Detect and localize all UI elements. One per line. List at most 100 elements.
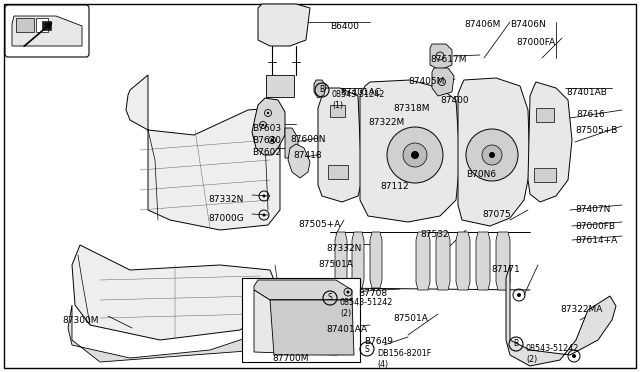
- Text: 87532: 87532: [420, 230, 449, 239]
- Text: B: B: [513, 340, 518, 349]
- Polygon shape: [288, 144, 310, 178]
- Circle shape: [403, 143, 427, 167]
- Polygon shape: [496, 232, 510, 290]
- Text: 87505+B: 87505+B: [575, 126, 618, 135]
- Text: B70N6: B70N6: [466, 170, 496, 179]
- Text: 87401AB: 87401AB: [566, 88, 607, 97]
- Text: 87000FB: 87000FB: [575, 222, 615, 231]
- Polygon shape: [258, 4, 310, 46]
- FancyBboxPatch shape: [5, 5, 89, 57]
- Text: 87322MA: 87322MA: [560, 305, 602, 314]
- Circle shape: [466, 129, 518, 181]
- Circle shape: [387, 127, 443, 183]
- Text: 87616: 87616: [576, 110, 605, 119]
- Text: B7708: B7708: [358, 289, 387, 298]
- Polygon shape: [266, 75, 294, 97]
- Text: 87405M: 87405M: [408, 77, 444, 86]
- Text: 87407N: 87407N: [575, 205, 611, 214]
- Circle shape: [267, 112, 269, 114]
- Polygon shape: [436, 232, 450, 290]
- Text: S: S: [365, 344, 369, 353]
- Polygon shape: [534, 168, 556, 182]
- Text: 87332N: 87332N: [326, 244, 362, 253]
- Text: 87000G: 87000G: [208, 214, 244, 223]
- Polygon shape: [416, 232, 430, 290]
- Text: S: S: [328, 294, 332, 302]
- Text: (2): (2): [526, 355, 537, 364]
- Polygon shape: [335, 232, 347, 288]
- Text: 87318M: 87318M: [393, 104, 429, 113]
- Circle shape: [271, 139, 273, 141]
- Polygon shape: [476, 232, 490, 290]
- Text: 87112: 87112: [380, 182, 408, 191]
- Polygon shape: [285, 128, 298, 158]
- Circle shape: [517, 293, 521, 297]
- Circle shape: [411, 151, 419, 159]
- Text: 08543-51242: 08543-51242: [340, 298, 394, 307]
- Circle shape: [489, 152, 495, 158]
- Text: 87406M: 87406M: [464, 20, 500, 29]
- Polygon shape: [12, 16, 82, 46]
- Polygon shape: [456, 232, 470, 290]
- Circle shape: [262, 124, 264, 126]
- Polygon shape: [328, 165, 348, 179]
- Text: B7602: B7602: [252, 148, 281, 157]
- Polygon shape: [318, 88, 362, 202]
- Text: DB156-8201F: DB156-8201F: [377, 349, 431, 358]
- Polygon shape: [528, 82, 572, 202]
- Polygon shape: [252, 98, 285, 155]
- Text: 87617M: 87617M: [430, 55, 467, 64]
- Polygon shape: [370, 232, 382, 288]
- Text: B7406N: B7406N: [510, 20, 546, 29]
- Text: 87700M: 87700M: [272, 354, 308, 363]
- Text: B6400: B6400: [330, 22, 359, 31]
- Polygon shape: [36, 18, 48, 32]
- Polygon shape: [314, 80, 326, 98]
- Text: 87501A: 87501A: [393, 314, 428, 323]
- Text: 87401AA: 87401AA: [326, 325, 367, 334]
- Circle shape: [262, 195, 266, 198]
- Circle shape: [482, 145, 502, 165]
- Polygon shape: [4, 4, 636, 368]
- Text: 08543-51242: 08543-51242: [332, 90, 385, 99]
- Polygon shape: [430, 44, 452, 70]
- Text: 87501A: 87501A: [318, 260, 353, 269]
- Polygon shape: [352, 232, 364, 288]
- Text: 87400: 87400: [440, 96, 468, 105]
- Circle shape: [262, 214, 266, 217]
- Polygon shape: [42, 21, 51, 30]
- Polygon shape: [242, 278, 360, 362]
- Text: 87171: 87171: [491, 265, 520, 274]
- Polygon shape: [536, 108, 554, 122]
- Polygon shape: [16, 18, 34, 32]
- Text: 87614+A: 87614+A: [575, 236, 617, 245]
- Text: (4): (4): [377, 360, 388, 369]
- Polygon shape: [126, 75, 280, 230]
- Text: 08543-51242: 08543-51242: [526, 344, 579, 353]
- Text: 87600N: 87600N: [290, 135, 326, 144]
- Polygon shape: [68, 305, 285, 362]
- Polygon shape: [254, 290, 352, 355]
- Text: 87332N: 87332N: [208, 195, 243, 204]
- Text: 87401AC: 87401AC: [340, 88, 381, 97]
- Polygon shape: [270, 300, 354, 355]
- Polygon shape: [254, 280, 352, 300]
- Polygon shape: [72, 245, 278, 340]
- Text: 87075: 87075: [482, 210, 511, 219]
- Text: (2): (2): [340, 309, 351, 318]
- Polygon shape: [432, 68, 454, 96]
- Text: B7649: B7649: [364, 337, 393, 346]
- Text: 87322M: 87322M: [368, 118, 404, 127]
- Text: B7640: B7640: [252, 136, 281, 145]
- Polygon shape: [330, 105, 345, 117]
- Text: 87505+A: 87505+A: [298, 220, 340, 229]
- Text: 87000FA: 87000FA: [516, 38, 555, 47]
- Text: B7603: B7603: [252, 124, 281, 133]
- Circle shape: [346, 291, 349, 294]
- Text: 87418: 87418: [293, 151, 322, 160]
- Text: B: B: [319, 86, 324, 94]
- Circle shape: [572, 354, 576, 358]
- Polygon shape: [458, 78, 530, 226]
- Polygon shape: [360, 80, 460, 222]
- Polygon shape: [506, 265, 616, 366]
